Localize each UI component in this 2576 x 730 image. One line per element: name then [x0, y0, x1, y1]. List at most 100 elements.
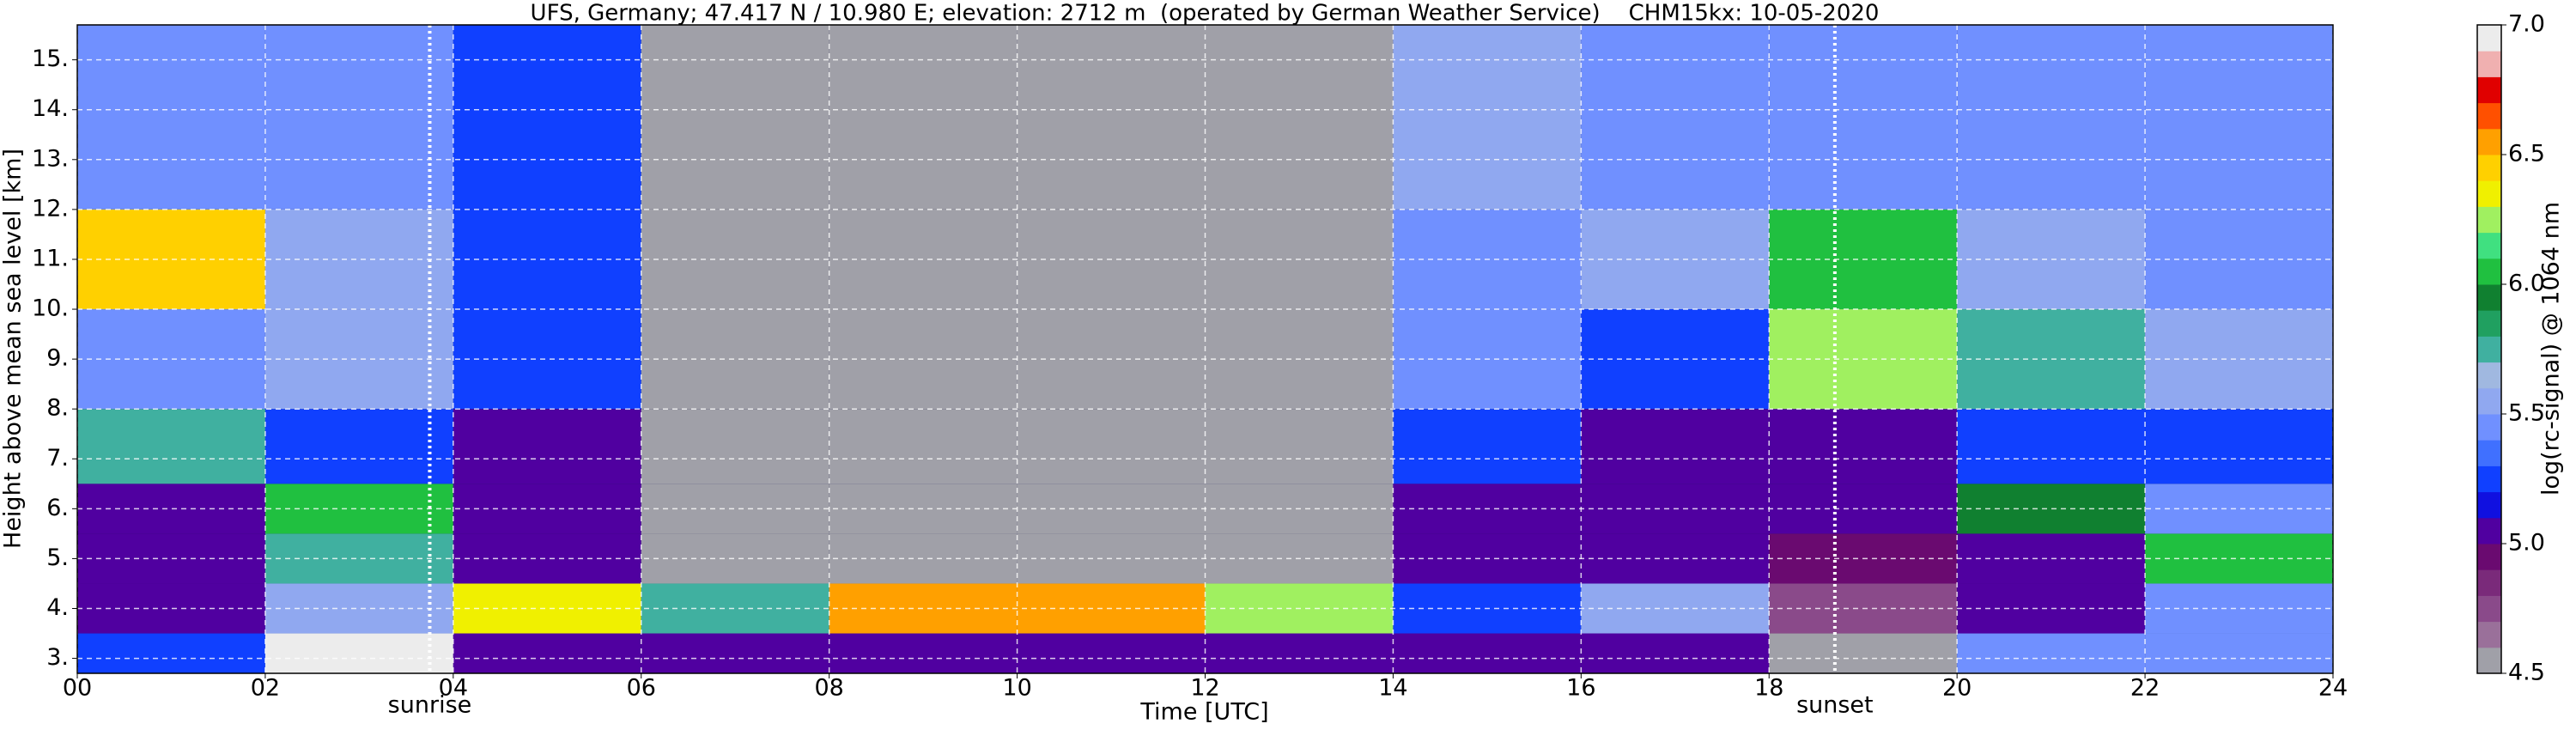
heatmap-cell	[1957, 25, 2146, 210]
heatmap-cell	[77, 583, 265, 634]
x-tick-label: 10	[1002, 675, 1031, 702]
colorbar-band	[2477, 310, 2501, 337]
y-tick-label: 13.	[32, 145, 69, 172]
heatmap-cell	[2145, 409, 2333, 484]
heatmap-cell	[1581, 633, 1770, 673]
heatmap-cell	[1769, 633, 1958, 673]
colorbar-band	[2477, 517, 2501, 544]
colorbar-label: log(rc-signal) @ 1064 nm	[2538, 202, 2565, 496]
heatmap-cell	[264, 309, 453, 410]
colorbar-band	[2477, 491, 2501, 519]
x-tick-label: 14	[1378, 675, 1407, 702]
heatmap-cell	[453, 309, 641, 410]
x-tick-label: 22	[2130, 675, 2160, 702]
y-tick-label: 6.	[46, 495, 69, 521]
heatmap-cell	[641, 583, 829, 634]
heatmap-cell	[829, 409, 1018, 484]
heatmap-cell	[77, 25, 265, 210]
x-axis-label: Time [UTC]	[1139, 699, 1268, 726]
colorbar-tick-label: 4.5	[2508, 660, 2545, 686]
heatmap-cell	[1393, 409, 1582, 484]
heatmap-cell	[641, 409, 829, 484]
heatmap-cell	[264, 409, 453, 484]
x-tick-label: 16	[1566, 675, 1595, 702]
heatmap-cell	[1205, 25, 1394, 210]
colorbar-tick-label: 5.5	[2508, 400, 2545, 427]
y-tick-label: 10.	[32, 295, 69, 322]
heatmap-cell	[641, 633, 829, 673]
x-tick-label: 00	[63, 675, 92, 702]
heatmap-cell	[641, 533, 829, 584]
y-tick-label: 4.	[46, 594, 69, 621]
heatmap-cell	[453, 583, 641, 634]
heatmap-cell	[2145, 25, 2333, 210]
heatmap-cell	[264, 209, 453, 310]
heatmap-cell	[264, 25, 453, 210]
heatmap-cell	[453, 25, 641, 210]
plot-frame	[76, 24, 2334, 674]
heatmap-cell	[1017, 25, 1206, 210]
heatmap-cell	[77, 409, 265, 484]
colorbar-tick-label: 5.0	[2508, 530, 2545, 557]
colorbar-band	[2477, 621, 2501, 648]
colorbar-band	[2477, 258, 2501, 285]
y-axis-label: Height above mean sea level [km]	[0, 149, 27, 549]
chart-title: UFS, Germany; 47.417 N / 10.980 E; eleva…	[531, 1, 1880, 27]
heatmap-cell	[641, 484, 829, 534]
heatmap-cell	[1205, 409, 1394, 484]
annotation-label: sunset	[1796, 692, 1874, 719]
heatmap-cell	[264, 633, 453, 673]
colorbar-tick-label: 6.0	[2508, 271, 2545, 297]
colorbar-band	[2477, 595, 2501, 623]
colorbar-tick-label: 7.0	[2508, 11, 2545, 38]
heatmap-cell	[453, 633, 641, 673]
colorbar-band	[2477, 465, 2501, 493]
heatmap-cell	[1017, 409, 1206, 484]
heatmap-cell	[77, 533, 265, 584]
heatmap-cell	[2145, 209, 2333, 310]
colorbar-band	[2477, 180, 2501, 207]
x-tick-label: 06	[627, 675, 656, 702]
heatmap-cell	[264, 484, 453, 534]
x-tick-label: 18	[1754, 675, 1783, 702]
colorbar-band	[2477, 284, 2501, 311]
heatmap-cell	[453, 209, 641, 310]
x-tick-label: 20	[1942, 675, 1971, 702]
heatmap-cell	[1017, 633, 1206, 673]
heatmap-cell	[829, 25, 1018, 210]
colorbar-band	[2477, 51, 2501, 77]
y-tick-label: 14.	[32, 95, 69, 122]
x-tick-label: 08	[814, 675, 843, 702]
heatmap-cell	[453, 533, 641, 584]
heatmap-cell	[2145, 484, 2333, 534]
heatmap-cell	[2145, 633, 2333, 673]
heatmap-cell	[1769, 409, 1958, 484]
colorbar-band	[2477, 440, 2501, 466]
y-tick-label: 12.	[32, 195, 69, 222]
annotation-label: sunrise	[388, 692, 472, 719]
heatmap-cell	[77, 309, 265, 410]
heatmap-cell	[2145, 309, 2333, 410]
x-tick-label: 24	[2318, 675, 2348, 702]
heatmap-cell	[1957, 409, 2146, 484]
heatmap-cell	[1957, 633, 2146, 673]
heatmap-cell	[1393, 25, 1582, 210]
colorbar-band	[2477, 362, 2501, 389]
heatmap-cell	[1581, 25, 1770, 210]
x-tick-label: 12	[1190, 675, 1219, 702]
colorbar-band	[2477, 414, 2501, 441]
colorbar-band	[2477, 387, 2501, 415]
colorbar-band	[2477, 76, 2501, 104]
colorbar-band	[2477, 25, 2501, 52]
colorbar-band	[2477, 232, 2501, 259]
colorbar-band	[2477, 102, 2501, 130]
colorbar-band	[2477, 544, 2501, 570]
heatmap-cell	[641, 309, 829, 410]
y-tick-label: 7.	[46, 445, 69, 471]
heatmap-cell	[641, 25, 829, 210]
colorbar-frame	[2476, 24, 2502, 674]
colorbar-band	[2477, 647, 2501, 674]
x-tick-label: 02	[251, 675, 280, 702]
heatmap-cell	[829, 633, 1018, 673]
